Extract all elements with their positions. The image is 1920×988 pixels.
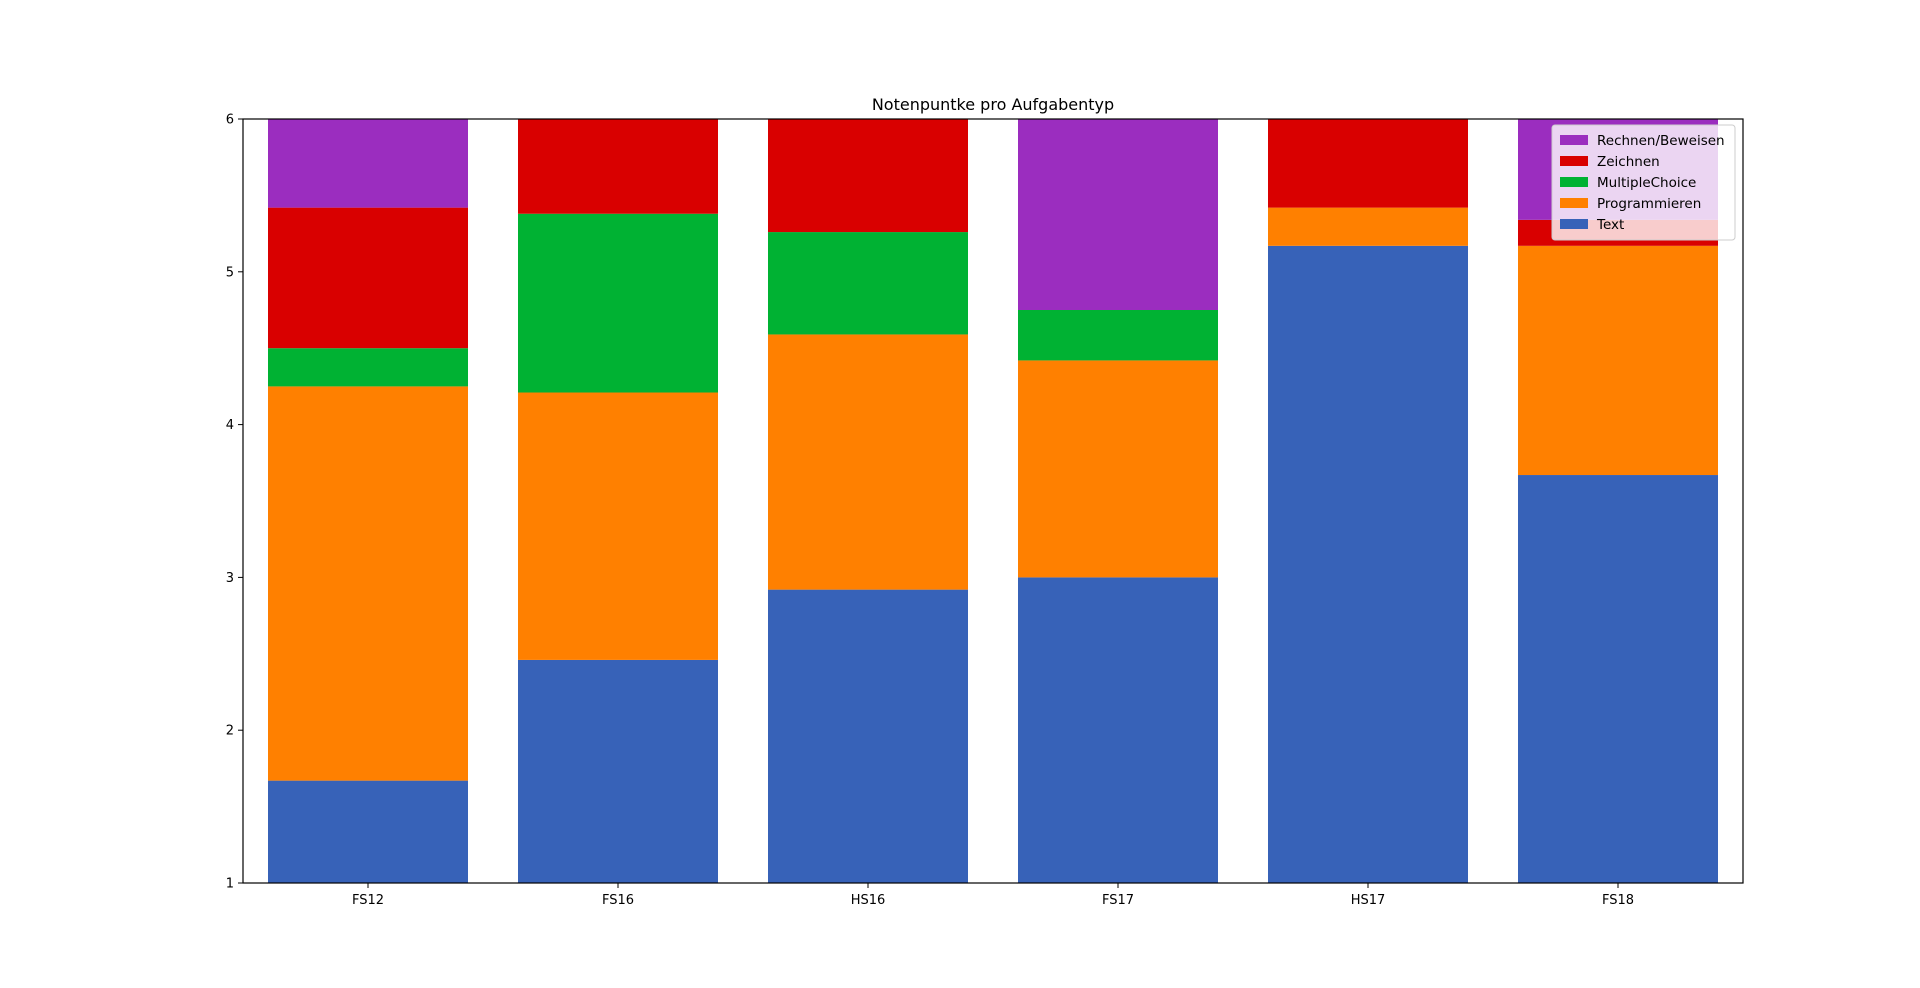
- x-axis: FS12 FS16 HS16 FS17 HS17 FS18: [352, 883, 1634, 908]
- bar-segment-programmieren-hs17: [1268, 207, 1468, 246]
- bar-segment-text-fs12: [268, 780, 468, 883]
- bar-segment-programmieren-fs16: [518, 392, 718, 660]
- legend-swatch: [1560, 177, 1588, 187]
- legend-swatch: [1560, 135, 1588, 145]
- bar-segment-text-hs17: [1268, 245, 1468, 884]
- bar-segment-programmieren-fs17: [1018, 360, 1218, 578]
- bar-segment-text-fs17: [1018, 577, 1218, 883]
- x-tick-label: HS17: [1351, 893, 1386, 908]
- bar-segment-multiplechoice-hs16: [768, 232, 968, 335]
- y-tick-label: 3: [226, 571, 234, 586]
- bar-segment-text-fs18: [1518, 475, 1718, 883]
- legend-label: MultipleChoice: [1597, 175, 1696, 191]
- y-tick-label: 2: [226, 724, 234, 739]
- y-tick-label: 5: [226, 265, 234, 280]
- bar-segment-zeichnen-hs17: [1268, 119, 1468, 208]
- y-axis: 1 2 3 4 5 6: [226, 113, 243, 892]
- bar-segment-multiplechoice-fs17: [1018, 310, 1218, 361]
- x-tick-label: FS16: [602, 893, 634, 908]
- bar-segment-multiplechoice-fs16: [518, 213, 718, 393]
- legend: Rechnen/Beweisen Zeichnen MultipleChoice Pr…: [1551, 124, 1736, 241]
- axes-frame: [242, 118, 1744, 884]
- legend-swatch: [1560, 219, 1588, 229]
- x-tick-label: FS17: [1102, 893, 1134, 908]
- bar-segment-text-fs16: [518, 659, 718, 883]
- legend-label: Programmieren: [1597, 196, 1701, 212]
- bar-segment-zeichnen-fs12: [268, 207, 468, 349]
- x-tick-label: FS12: [352, 893, 384, 908]
- legend-label: Zeichnen: [1597, 154, 1660, 170]
- bar-segment-zeichnen-hs16: [768, 119, 968, 233]
- y-tick-label: 4: [226, 418, 234, 433]
- legend-swatch: [1560, 198, 1588, 208]
- bar-segment-zeichnen-fs16: [518, 119, 718, 214]
- legend-swatch: [1560, 156, 1588, 166]
- bar-segment-programmieren-fs18: [1518, 245, 1718, 476]
- x-tick-label: FS18: [1602, 893, 1634, 908]
- bar-segment-rechnen-beweisen-fs17: [1018, 119, 1218, 310]
- bar-segment-rechnen-beweisen-fs12: [268, 119, 468, 208]
- legend-label: Text: [1596, 217, 1624, 233]
- bar-segment-programmieren-fs12: [268, 386, 468, 781]
- legend-box: [1551, 124, 1736, 241]
- y-tick-label: 6: [226, 113, 234, 128]
- y-tick-label: 1: [226, 877, 234, 892]
- bar-segment-multiplechoice-fs12: [268, 348, 468, 387]
- x-tick-label: HS16: [851, 893, 886, 908]
- bar-segment-text-hs16: [768, 589, 968, 883]
- bar-segment-programmieren-hs16: [768, 334, 968, 590]
- chart-title: Notenpuntke pro Aufgabentyp: [872, 95, 1114, 114]
- legend-label: Rechnen/Beweisen: [1597, 133, 1725, 149]
